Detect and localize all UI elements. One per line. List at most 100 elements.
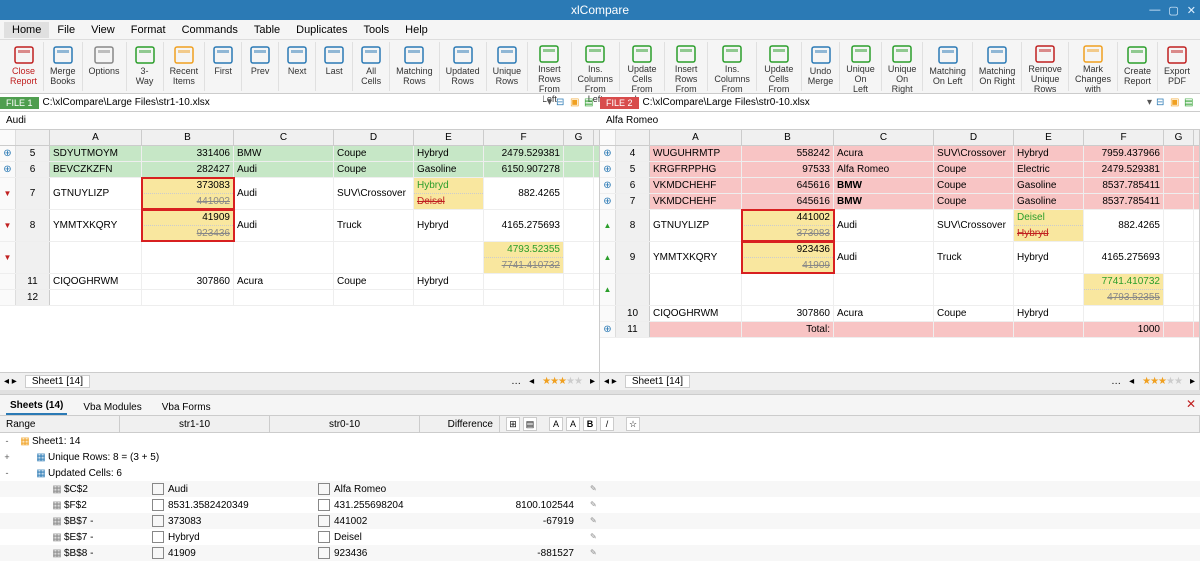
cell[interactable]: Electric bbox=[1014, 162, 1084, 177]
cell[interactable]: 1000 bbox=[1084, 322, 1164, 337]
cell[interactable]: 558242 bbox=[742, 146, 834, 161]
ribbon-last[interactable]: Last bbox=[316, 42, 353, 91]
cell[interactable]: Total: bbox=[742, 322, 834, 337]
cell[interactable] bbox=[934, 274, 1014, 305]
cell[interactable]: Coupe bbox=[334, 146, 414, 161]
cell[interactable] bbox=[564, 274, 594, 289]
cell[interactable] bbox=[1014, 322, 1084, 337]
table-row[interactable]: 10CIQOGHRWM307860AcuraCoupeHybryd bbox=[600, 306, 1199, 322]
checkbox[interactable] bbox=[318, 547, 330, 559]
cell[interactable]: Truck bbox=[334, 210, 414, 241]
cell[interactable]: Hybryd bbox=[414, 274, 484, 289]
cell[interactable]: Coupe bbox=[934, 162, 1014, 177]
cell[interactable]: 282427 bbox=[142, 162, 234, 177]
menu-help[interactable]: Help bbox=[397, 22, 436, 38]
cell[interactable] bbox=[484, 290, 564, 305]
cell[interactable] bbox=[1164, 242, 1194, 273]
cell[interactable]: Alfa Romeo bbox=[834, 162, 934, 177]
menu-view[interactable]: View bbox=[83, 22, 123, 38]
cell[interactable]: BEVCZKZFN bbox=[50, 162, 142, 177]
tab-sheets[interactable]: Sheets (14) bbox=[6, 398, 67, 415]
ribbon-unique-rows[interactable]: Unique Rows bbox=[487, 42, 529, 91]
cell[interactable]: 882.4265 bbox=[1084, 210, 1164, 241]
cell[interactable]: Audi bbox=[234, 178, 334, 209]
ribbon-match-left[interactable]: Matching On Left bbox=[923, 42, 973, 91]
cell[interactable]: 2479.529381 bbox=[484, 146, 564, 161]
cell[interactable] bbox=[484, 274, 564, 289]
cell[interactable]: 8537.785411 bbox=[1084, 194, 1164, 209]
cell[interactable]: 6150.907278 bbox=[484, 162, 564, 177]
edit-icon[interactable]: ✎ bbox=[590, 500, 600, 510]
formula2-input[interactable] bbox=[600, 112, 1200, 129]
open-icon[interactable]: ▣ bbox=[1170, 97, 1182, 109]
cell[interactable] bbox=[50, 242, 142, 273]
cell[interactable]: VKMDCHEHF bbox=[650, 194, 742, 209]
col-header[interactable]: F bbox=[1084, 130, 1164, 145]
cell[interactable]: GTNUYLIZP bbox=[50, 178, 142, 209]
cell[interactable]: 4165.275693 bbox=[1084, 242, 1164, 273]
ribbon-mark-color[interactable]: Mark Changes with Color bbox=[1069, 42, 1118, 91]
rating-stars[interactable]: ★★★★★ bbox=[1142, 376, 1182, 387]
save-icon[interactable]: ▤ bbox=[584, 97, 596, 109]
cell[interactable]: Hybryd bbox=[414, 146, 484, 161]
cell[interactable]: Truck bbox=[934, 242, 1014, 273]
cell[interactable]: SUV\Crossover bbox=[934, 210, 1014, 241]
row-number[interactable]: 6 bbox=[16, 162, 50, 177]
cell[interactable] bbox=[414, 290, 484, 305]
table-row[interactable]: ▲9YMMTXKQRY92343641909AudiTruckHybryd416… bbox=[600, 242, 1199, 274]
edit-icon[interactable]: ✎ bbox=[590, 516, 600, 526]
menu-tools[interactable]: Tools bbox=[355, 22, 397, 38]
row-number[interactable]: 10 bbox=[616, 306, 650, 321]
ribbon-close-report[interactable]: Close Report bbox=[4, 42, 44, 91]
col-header[interactable]: F bbox=[484, 130, 564, 145]
cell[interactable]: Hybryd bbox=[1014, 146, 1084, 161]
row-number[interactable]: 9 bbox=[616, 242, 650, 273]
menu-duplicates[interactable]: Duplicates bbox=[288, 22, 355, 38]
cell[interactable]: 331406 bbox=[142, 146, 234, 161]
expand-icon[interactable]: + bbox=[0, 452, 14, 462]
cell[interactable]: Hybryd bbox=[1014, 306, 1084, 321]
table-row[interactable]: ⊕6BEVCZKZFN282427AudiCoupeGasoline6150.9… bbox=[0, 162, 599, 178]
cell[interactable]: 441002373083 bbox=[742, 210, 834, 241]
ribbon-3way[interactable]: 3-Way bbox=[127, 42, 164, 91]
row-number[interactable]: 5 bbox=[16, 146, 50, 161]
cell[interactable] bbox=[650, 322, 742, 337]
file2-path[interactable] bbox=[639, 95, 1143, 111]
row-number[interactable]: 11 bbox=[16, 274, 50, 289]
pin-icon[interactable]: ⊟ bbox=[1156, 97, 1168, 109]
cell[interactable]: DeiselHybryd bbox=[1014, 210, 1084, 241]
ribbon-ins-cols-right[interactable]: Ins. Columns From Right bbox=[708, 42, 757, 91]
sheet-tab[interactable]: Sheet1 [14] bbox=[625, 375, 690, 388]
menu-file[interactable]: File bbox=[49, 22, 83, 38]
cell[interactable]: 97533 bbox=[742, 162, 834, 177]
cell[interactable]: 4165.275693 bbox=[484, 210, 564, 241]
col-header[interactable]: B bbox=[142, 130, 234, 145]
cell[interactable]: Audi bbox=[834, 242, 934, 273]
row-number[interactable]: 12 bbox=[16, 290, 50, 305]
cell[interactable]: Audi bbox=[234, 162, 334, 177]
tab-vba-forms[interactable]: Vba Forms bbox=[158, 400, 215, 415]
table-row[interactable]: ⊕7VKMDCHEHF645616BMWCoupeGasoline8537.78… bbox=[600, 194, 1199, 210]
col-header[interactable]: G bbox=[1164, 130, 1194, 145]
ribbon-match-right[interactable]: Matching On Right bbox=[973, 42, 1023, 91]
cell[interactable] bbox=[564, 162, 594, 177]
tool-icon[interactable]: A bbox=[566, 417, 580, 431]
diff-row[interactable]: ▦$C$2AudiAlfa Romeo✎ bbox=[0, 481, 1200, 497]
rating-stars[interactable]: ★★★★★ bbox=[542, 376, 582, 387]
diff-row[interactable]: +▦Unique Rows: 8 = (3 + 5) bbox=[0, 449, 1200, 465]
ribbon-updated-rows[interactable]: Updated Rows bbox=[440, 42, 487, 91]
cell[interactable] bbox=[334, 290, 414, 305]
row-number[interactable]: 11 bbox=[616, 322, 650, 337]
minimize-icon[interactable]: — bbox=[1149, 4, 1160, 17]
diff-row[interactable]: ▦$B$8 -41909923436-881527✎ bbox=[0, 545, 1200, 561]
cell[interactable]: YMMTXKQRY bbox=[50, 210, 142, 241]
cell[interactable]: 645616 bbox=[742, 178, 834, 193]
cell[interactable]: Coupe bbox=[934, 306, 1014, 321]
cell[interactable]: 41909923436 bbox=[142, 210, 234, 241]
cell[interactable]: SDYUTMOYM bbox=[50, 146, 142, 161]
col-header[interactable]: C bbox=[834, 130, 934, 145]
cell[interactable] bbox=[564, 178, 594, 209]
ribbon-create-report[interactable]: Create Report bbox=[1118, 42, 1158, 91]
ribbon-ins-rows-left[interactable]: Insert Rows From Left bbox=[528, 42, 571, 91]
cell[interactable] bbox=[564, 210, 594, 241]
